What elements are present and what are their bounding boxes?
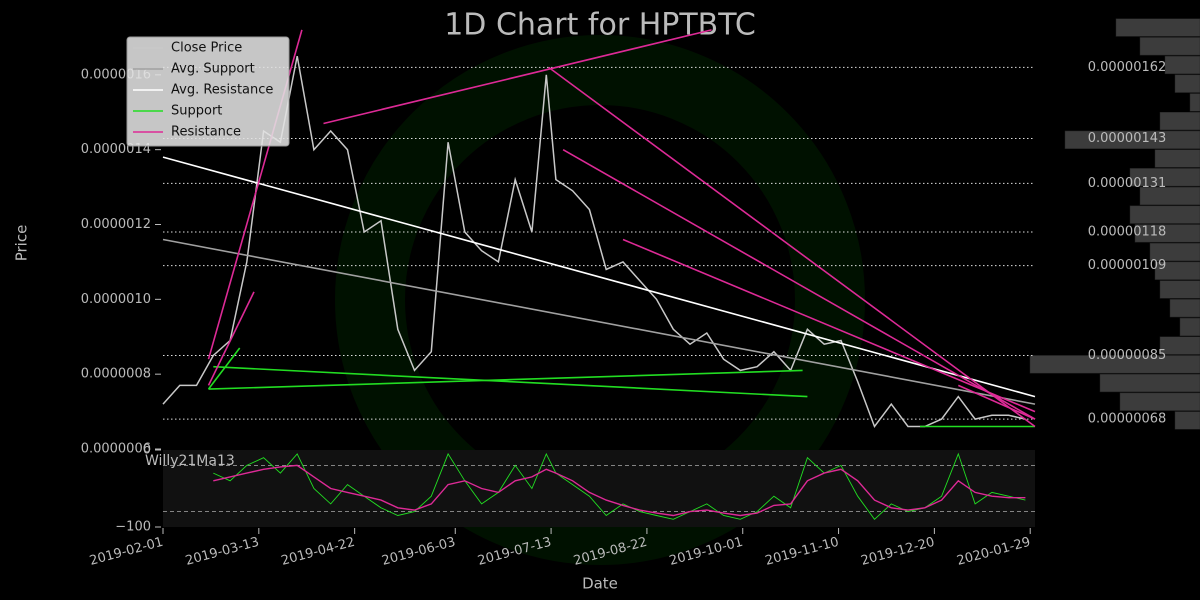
watermark xyxy=(335,35,865,565)
legend-label: Close Price xyxy=(171,41,242,56)
x-axis-label: Date xyxy=(582,575,618,593)
y-tick-label: 0.0000012 xyxy=(81,217,151,232)
volume-profile-bar xyxy=(1139,186,1200,206)
y-tick-label: 0.0000008 xyxy=(81,367,151,382)
trend-line xyxy=(207,347,241,390)
legend-label: Support xyxy=(171,104,222,119)
volume-profile-bar xyxy=(1029,355,1200,374)
trend-line xyxy=(622,238,1036,413)
y-tick-label: 0.0000006 xyxy=(81,442,151,457)
volume-profile-bar xyxy=(1189,93,1200,112)
level-label: 0.00000143 xyxy=(1088,131,1167,146)
volume-profile-bar xyxy=(1159,336,1200,355)
volume-profile-bar xyxy=(1119,392,1200,411)
volume-profile-bar xyxy=(1149,242,1200,262)
volume-profile-bar xyxy=(1179,317,1200,336)
legend-label: Resistance xyxy=(171,125,241,140)
y-tick-label: 0 xyxy=(143,443,151,458)
y-axis-label: Price xyxy=(13,225,31,262)
volume-profile-bar xyxy=(1159,280,1200,299)
trend-line xyxy=(207,291,255,386)
y-tick-label: −100 xyxy=(115,520,151,535)
volume-profile-bar xyxy=(1169,299,1200,318)
average-line xyxy=(162,156,1036,398)
volume-profile-bar xyxy=(1064,130,1200,149)
level-label: 0.00000162 xyxy=(1088,60,1167,75)
volume-profile-bar xyxy=(1099,373,1200,393)
level-label: 0.00000131 xyxy=(1088,176,1167,191)
chart-title: 1D Chart for HPTBTC xyxy=(444,8,756,43)
level-label: 0.00000109 xyxy=(1088,258,1167,273)
trend-line xyxy=(562,149,1036,420)
trend-line xyxy=(548,66,1036,428)
trend-line xyxy=(957,384,1036,420)
indicator-panel xyxy=(163,450,1035,527)
price-line xyxy=(162,55,1026,429)
volume-profile-bar xyxy=(1174,411,1200,430)
trend-line xyxy=(208,369,803,390)
volume-profile-bar xyxy=(1129,205,1200,224)
volume-profile-bar xyxy=(1164,55,1200,75)
level-label: 0.00000085 xyxy=(1088,348,1167,363)
volume-profile-bar xyxy=(1139,37,1200,56)
trend-line xyxy=(323,29,712,125)
indicator-title: Willy21Ma13 xyxy=(145,453,235,469)
level-label: 0.00000118 xyxy=(1088,224,1167,239)
level-label: 0.00000068 xyxy=(1088,412,1167,427)
volume-profile-bar xyxy=(1159,112,1200,131)
volume-profile-bar xyxy=(1129,168,1200,187)
legend: Close Price Avg. Support Avg. Resistance Su… xyxy=(126,36,290,147)
trend-line xyxy=(213,365,808,398)
volume-profile-bar xyxy=(1154,261,1200,280)
volume-profile-bar xyxy=(1115,18,1200,37)
legend-label: Avg. Resistance xyxy=(171,83,273,98)
volume-profile-bar xyxy=(1154,149,1200,168)
y-tick-label: 0.0000010 xyxy=(81,292,151,307)
indicator-line xyxy=(213,464,1026,517)
legend-label: Avg. Support xyxy=(171,62,255,77)
volume-profile-bar xyxy=(1134,224,1200,243)
legend-box xyxy=(126,36,290,147)
average-line xyxy=(162,238,1036,405)
volume-profile-bar xyxy=(1174,74,1200,93)
